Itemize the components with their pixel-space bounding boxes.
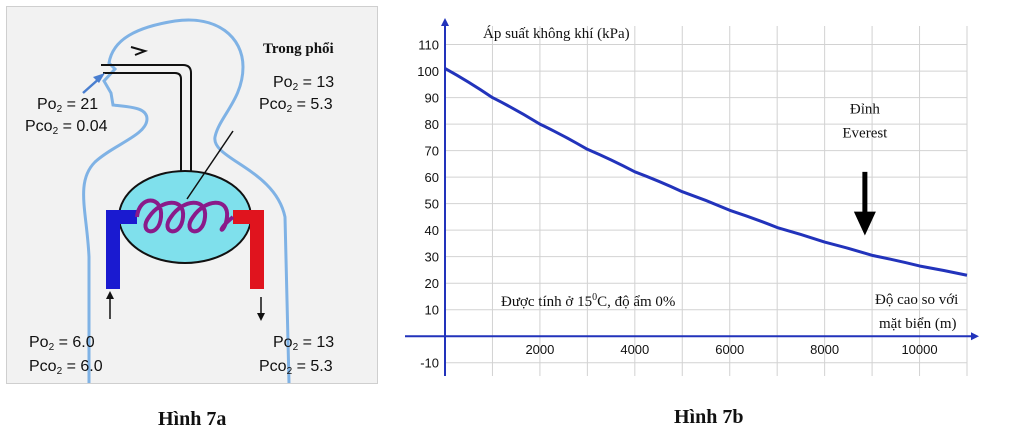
x-tick-label: 8000 xyxy=(810,342,839,357)
y-axis-label: Áp suất không khí (kPa) xyxy=(483,25,630,42)
y-tick-label: 20 xyxy=(425,276,439,291)
lung-title: Trong phổi xyxy=(263,41,334,57)
pressure-curve xyxy=(444,67,968,277)
capillary-coil xyxy=(135,198,235,234)
lung-po2: Po2 = 13 xyxy=(273,74,335,93)
y-tick-label: 100 xyxy=(417,64,439,79)
x-axis-arrow-icon xyxy=(971,332,979,341)
airway-outer xyxy=(101,64,192,182)
x-tick-label: 2000 xyxy=(525,342,554,357)
chart-ticks: 2000 4000 6000 8000 10000 110 100 90 80 70 60 50 40 3… xyxy=(417,38,937,371)
venous-pco2: Pco2 = 6.0 xyxy=(29,358,103,377)
x-tick-label: 4000 xyxy=(620,342,649,357)
arterial-po2: Po2 = 13 xyxy=(273,334,335,353)
pressure-altitude-chart: 2000 4000 6000 8000 10000 110 100 90 80 70 60 50 40 3… xyxy=(405,6,1017,384)
y-tick-label: 10 xyxy=(425,303,439,318)
arterial-vessel xyxy=(233,210,264,289)
lung-pointer xyxy=(186,130,234,200)
venous-po2: Po2 = 6.0 xyxy=(29,334,95,353)
caption-figure-a: Hình 7a xyxy=(158,408,227,430)
y-tick-label: 50 xyxy=(425,197,439,212)
air-pco2: Pco2 = 0.04 xyxy=(25,118,108,137)
y-tick-label: 110 xyxy=(418,38,439,53)
y-tick-label: 30 xyxy=(425,250,439,265)
x-tick-label: 6000 xyxy=(715,342,744,357)
y-tick-label: 60 xyxy=(425,170,439,185)
eye-icon xyxy=(130,46,149,56)
lung-pco2: Pco2 = 5.3 xyxy=(259,96,333,115)
venous-vessel xyxy=(106,210,137,289)
arterial-pco2: Pco2 = 5.3 xyxy=(259,358,333,377)
chart-svg: 2000 4000 6000 8000 10000 110 100 90 80 70 60 50 40 3… xyxy=(405,18,979,376)
y-axis-arrow-icon xyxy=(441,18,449,26)
y-tick-label: -10 xyxy=(420,356,439,371)
body-outline xyxy=(82,18,291,383)
airway-inner xyxy=(103,72,182,182)
respiration-diagram-drawing xyxy=(82,18,291,383)
x-axis-label-line1: Độ cao so với xyxy=(875,292,958,308)
conditions-note: Được tính ở 150C, độ ẩm 0% xyxy=(501,292,675,310)
respiration-diagram: Trong phổi Po2 = 21 Pco2 = 0.04 Po2 = 13… xyxy=(6,6,378,384)
x-axis-label-line2: mặt biển (m) xyxy=(879,316,956,332)
y-tick-label: 90 xyxy=(425,91,439,106)
y-tick-label: 40 xyxy=(425,223,439,238)
caption-figure-b: Hình 7b xyxy=(674,406,744,428)
chart-axes xyxy=(405,18,979,376)
air-po2: Po2 = 21 xyxy=(37,96,99,115)
everest-label-bottom: Everest xyxy=(842,125,888,141)
x-tick-label: 10000 xyxy=(901,342,937,357)
y-tick-label: 70 xyxy=(425,144,439,159)
everest-arrow-icon xyxy=(853,171,876,236)
everest-label-top: Đỉnh xyxy=(850,102,881,118)
y-tick-label: 80 xyxy=(425,117,439,132)
